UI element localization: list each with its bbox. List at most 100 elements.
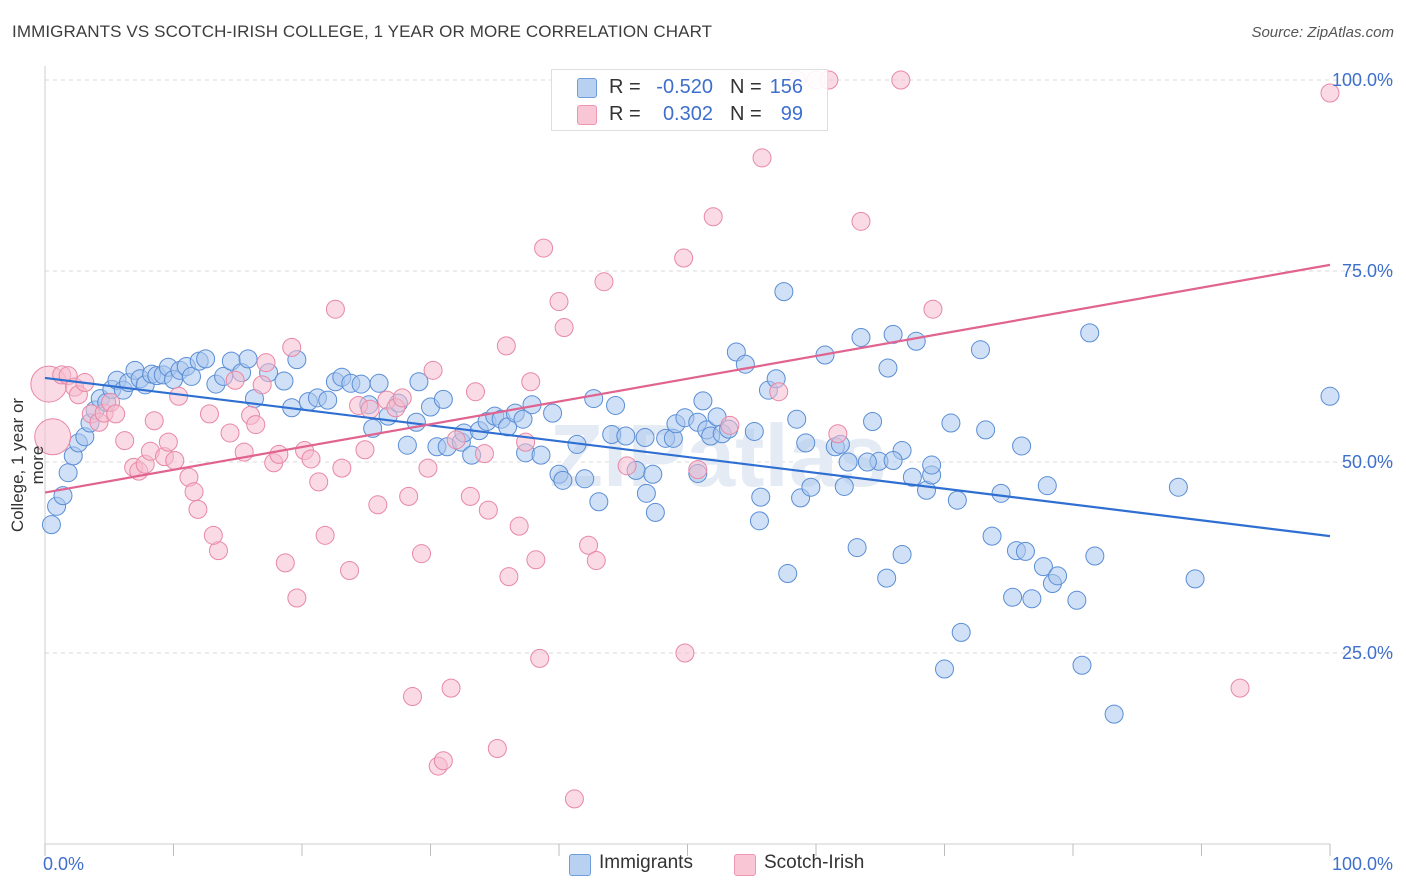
immigrants-point: [991, 483, 1011, 503]
immigrants-point: [543, 403, 563, 423]
immigrants-point: [744, 421, 764, 441]
immigrants-point: [1033, 557, 1053, 577]
scotch-irish-point: [144, 411, 164, 431]
tick-labels: 25.0% 50.0% 75.0% 100.0% 0.0% 100.0%: [43, 70, 1393, 874]
scotch-irish-point: [530, 648, 550, 668]
immigrants-point: [1048, 566, 1068, 586]
immigrants-point: [947, 490, 967, 510]
r-value: 0.302: [662, 103, 713, 125]
axes: [44, 66, 1331, 856]
immigrants-point: [749, 511, 769, 531]
scotch-irish-point: [720, 415, 740, 435]
immigrants-point: [902, 467, 922, 487]
y-tick-label: 100.0%: [1332, 70, 1393, 90]
scotch-irish-point: [446, 430, 466, 450]
scotch-irish-point: [203, 525, 223, 545]
scotch-irish-point: [703, 207, 723, 227]
y-tick-label: 75.0%: [1342, 261, 1393, 281]
immigrants-point: [1022, 589, 1042, 609]
immigrants-point: [877, 568, 897, 588]
scotch-irish-point: [275, 553, 295, 573]
immigrants-point: [693, 391, 713, 411]
immigrants-point: [635, 428, 655, 448]
immigrants-point: [970, 340, 990, 360]
immigrants-point: [851, 327, 871, 347]
immigrants-point: [787, 409, 807, 429]
scotch-irish-point: [301, 449, 321, 469]
immigrants-point: [636, 483, 656, 503]
scotch-irish-point: [688, 460, 708, 480]
scotch-irish-point: [309, 472, 329, 492]
scotch-irish-point: [246, 415, 266, 435]
scotch-irish-point: [594, 272, 614, 292]
immigrants-point: [935, 659, 954, 679]
scotch-irish-point: [534, 238, 554, 258]
immigrants-point: [1080, 323, 1100, 343]
immigrants-point: [196, 349, 216, 369]
scotch-irish-point: [158, 432, 178, 452]
immigrants-point: [892, 544, 912, 564]
scotch-irish-point: [554, 318, 574, 338]
immigrants-point: [1085, 546, 1105, 566]
scotch-irish-point: [549, 292, 569, 312]
scotch-irish-point: [509, 516, 529, 536]
immigrants-point: [751, 487, 771, 507]
scotch-irish-point: [564, 789, 584, 809]
scotch-irish-point: [1320, 83, 1340, 103]
immigrants-swatch: [569, 854, 591, 876]
immigrants-point: [878, 358, 898, 378]
immigrants-point: [834, 476, 854, 496]
scotch-irish-trend-line: [44, 263, 1331, 494]
immigrants-point: [274, 371, 294, 391]
scotch-irish-point: [526, 550, 546, 570]
y-tick-label: 25.0%: [1342, 643, 1393, 663]
scotch-irish-point: [269, 444, 289, 464]
immigrants-point: [922, 455, 942, 475]
immigrants-point: [796, 433, 816, 453]
y-tick-label: 50.0%: [1342, 452, 1393, 472]
scotch-irish-point: [496, 336, 516, 356]
correlation-legend: R = -0.520 N = 156 R = 0.302 N = 99: [551, 69, 828, 131]
source-credit: Source: ZipAtlas.com: [1251, 24, 1394, 41]
immigrants-point: [1168, 477, 1188, 497]
scotch-irish-point: [355, 440, 375, 460]
scotch-irish-point: [252, 375, 272, 395]
scotch-irish-point: [478, 500, 498, 520]
immigrants-point: [863, 412, 883, 432]
immigrants-point: [643, 464, 663, 484]
scotch-irish-point: [368, 495, 388, 515]
immigrants-point: [433, 389, 453, 409]
immigrants-point: [838, 452, 858, 472]
r-value: -0.520: [656, 76, 713, 98]
scotch-irish-point: [769, 382, 789, 402]
scotch-irish-point: [165, 450, 185, 470]
scotch-irish-swatch: [577, 105, 597, 125]
immigrants-point: [589, 492, 609, 512]
scotch-irish-point: [282, 337, 302, 357]
immigrants-point: [616, 426, 636, 446]
scotch-irish-point: [256, 353, 276, 373]
scotch-irish-point: [106, 404, 126, 424]
legend-label: Scotch-Irish: [764, 852, 865, 873]
immigrants-point: [41, 515, 61, 535]
scotch-irish-point: [169, 386, 189, 406]
scotch-irish-point: [340, 560, 360, 580]
scotch-irish-swatch: [734, 854, 756, 876]
scotch-irish-point: [675, 643, 695, 663]
immigrants-point: [883, 450, 903, 470]
n-value: 156: [769, 76, 803, 98]
scotch-irish-point: [399, 486, 419, 506]
immigrants-point: [1067, 590, 1087, 610]
scotch-irish-point: [460, 486, 480, 506]
scotch-irish-point: [1230, 678, 1250, 698]
immigrants-point: [941, 413, 961, 433]
scotch-irish-point: [220, 423, 240, 443]
scotch-irish-point: [412, 544, 432, 564]
legend-label: Immigrants: [599, 852, 693, 873]
scotch-irish-point: [828, 424, 848, 444]
immigrants-point: [774, 282, 794, 302]
immigrants-point: [409, 372, 429, 392]
data-points: [30, 70, 1340, 809]
immigrants-point: [351, 374, 371, 394]
